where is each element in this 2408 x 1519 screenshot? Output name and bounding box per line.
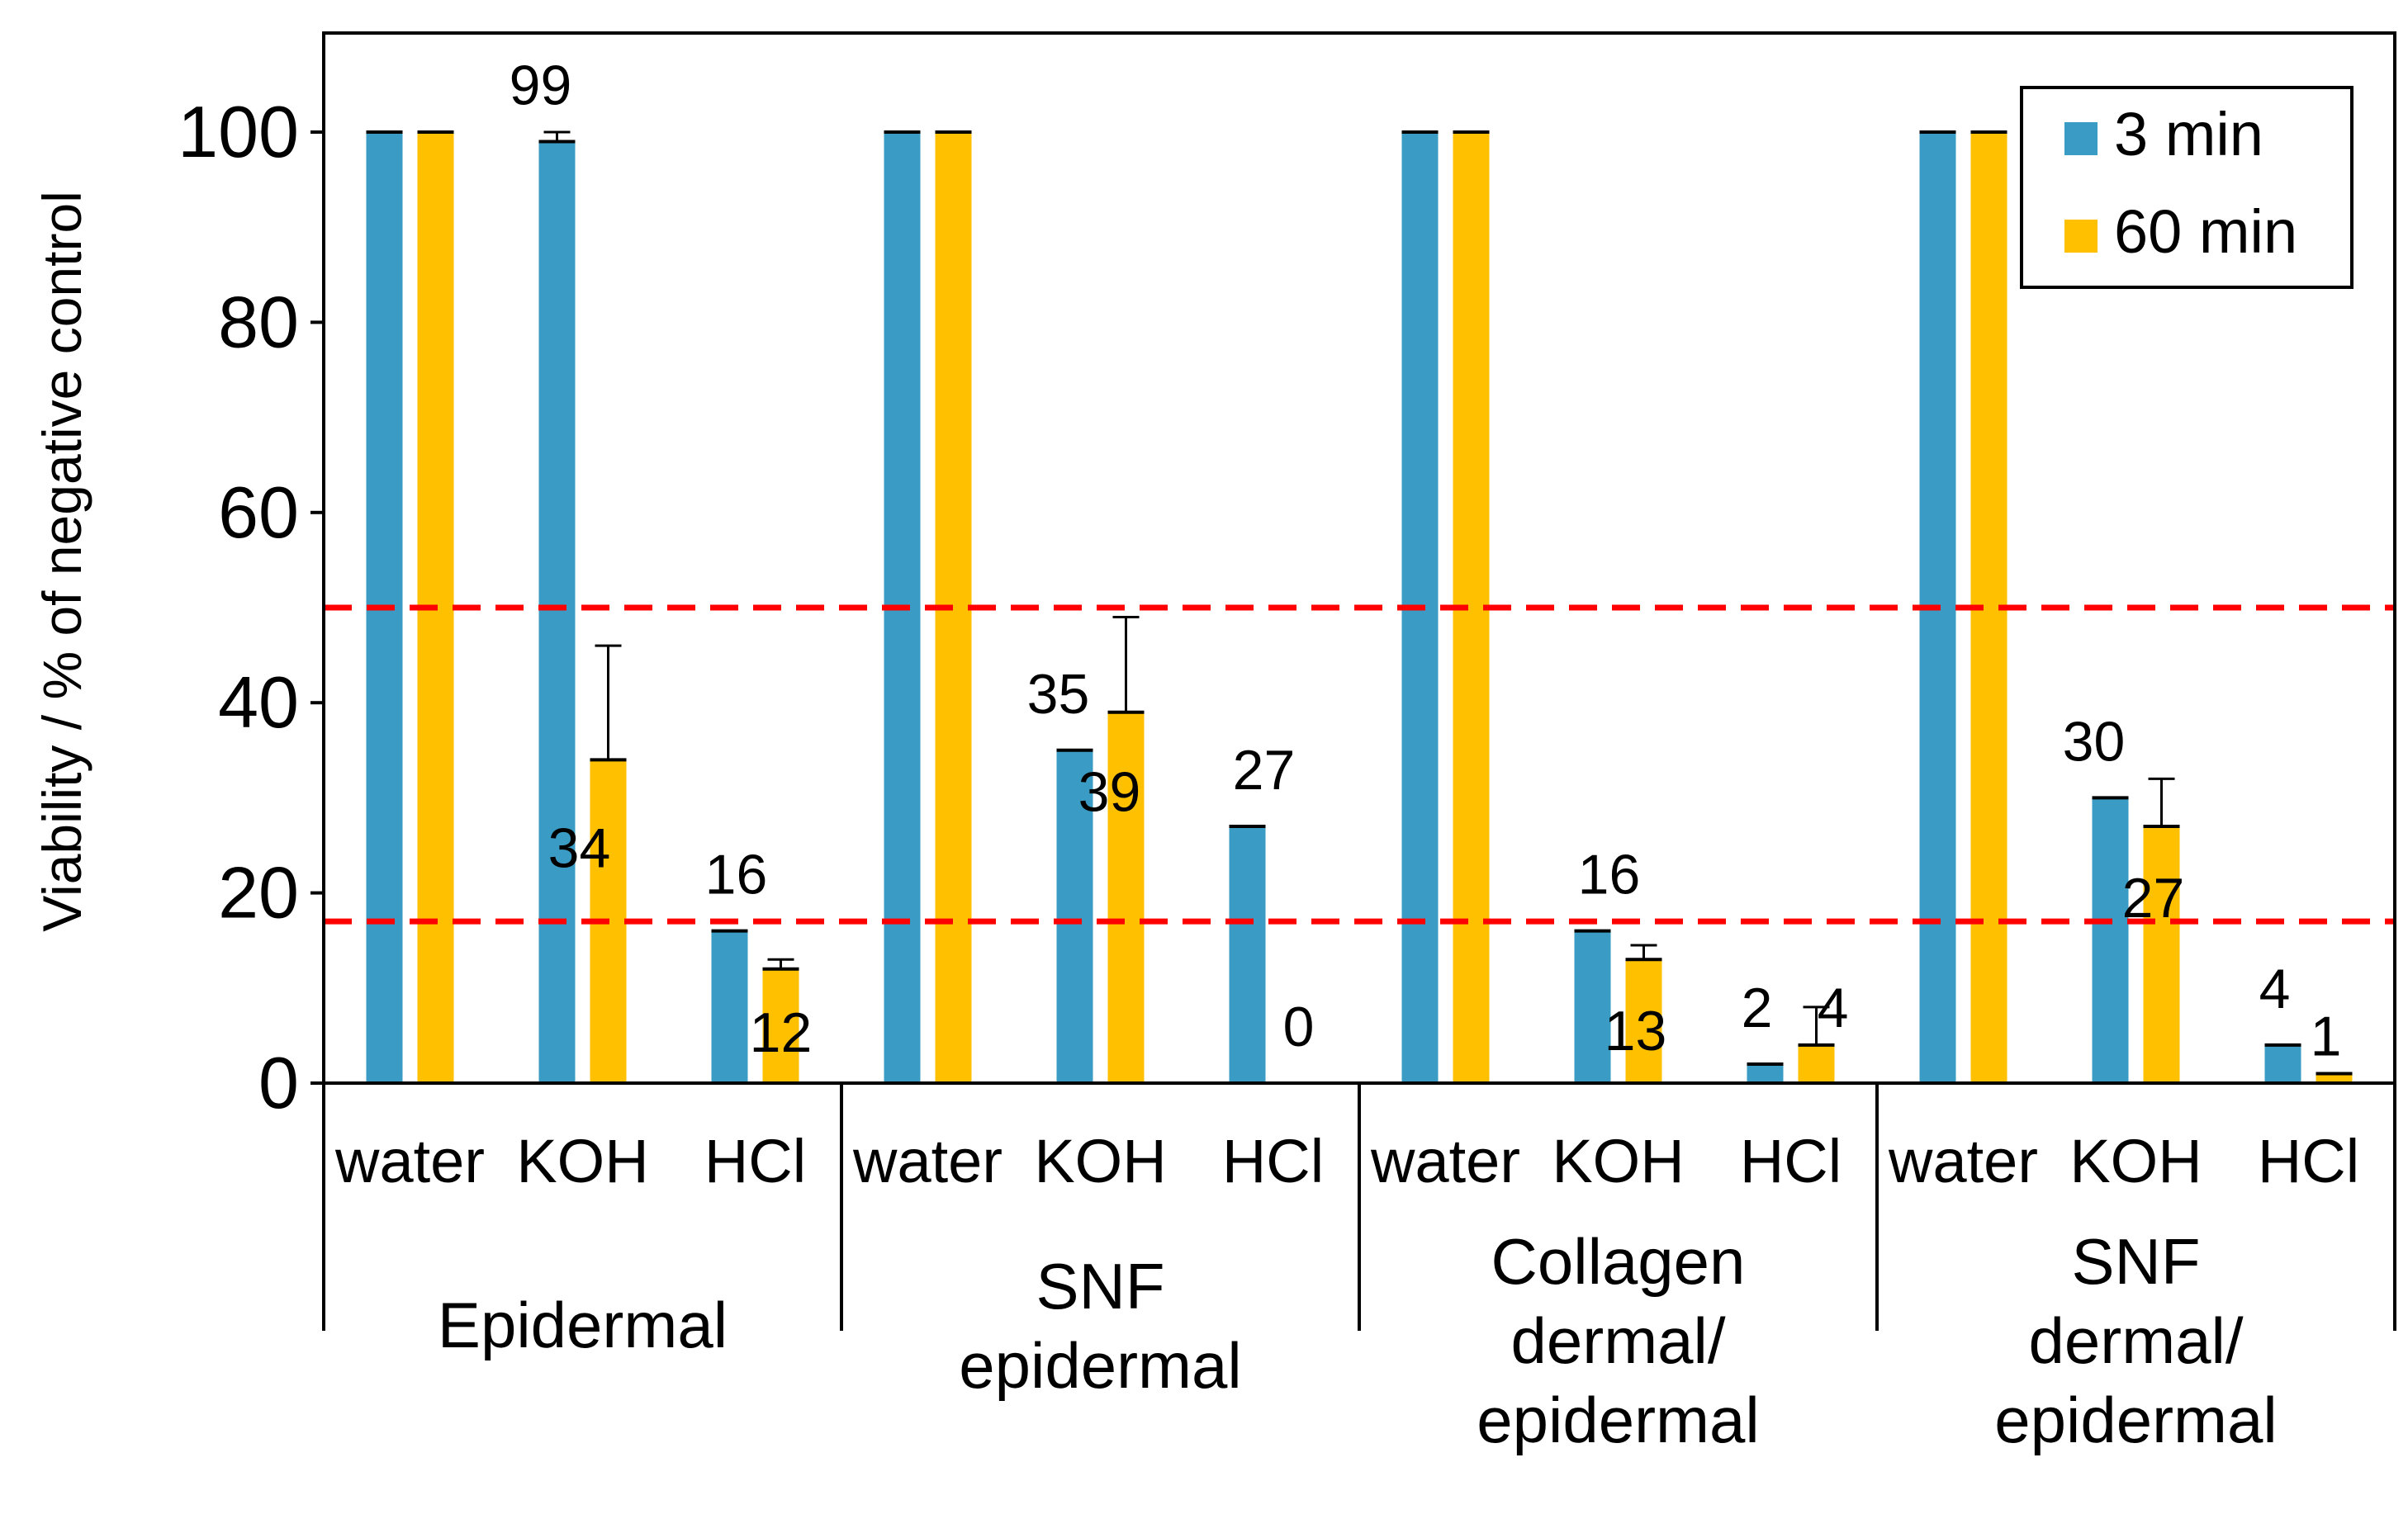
bar-3min: [1229, 826, 1266, 1083]
data-label: 0: [1283, 996, 1315, 1058]
category-label: KOH: [516, 1127, 648, 1195]
category-label: water: [1888, 1127, 2038, 1195]
y-tick-label: 80: [218, 281, 299, 362]
category-label: HCl: [704, 1127, 806, 1195]
group-label: Epidermal: [438, 1289, 728, 1361]
bar-60min: [1798, 1044, 1835, 1083]
y-tick-label: 60: [218, 471, 299, 553]
y-tick-label: 40: [218, 661, 299, 743]
category-label: HCl: [1740, 1127, 1842, 1195]
bar-3min: [1747, 1063, 1784, 1083]
bar-3min: [711, 930, 748, 1083]
y-tick-label: 100: [178, 91, 299, 173]
data-label: 27: [1233, 739, 1296, 802]
data-label: 1: [2311, 1005, 2342, 1067]
bar-3min: [538, 141, 576, 1083]
data-label: 34: [548, 816, 611, 879]
data-label: 16: [1578, 844, 1641, 906]
category-label: HCl: [1222, 1127, 1324, 1195]
bar-60min: [1107, 712, 1145, 1083]
data-label: 30: [2063, 710, 2126, 773]
category-label: water: [334, 1127, 485, 1195]
data-label: 99: [510, 54, 572, 117]
data-label: 4: [1818, 977, 1849, 1039]
data-label: 27: [2122, 867, 2185, 930]
group-label: SNF epidermal: [959, 1250, 1242, 1402]
legend: 3 min 60 min: [2020, 86, 2353, 289]
bar-3min: [2092, 797, 2129, 1083]
data-label: 39: [1078, 761, 1141, 824]
category-label: KOH: [1552, 1127, 1684, 1195]
bar-60min: [2316, 1073, 2353, 1083]
legend-label: 3 min: [2114, 100, 2263, 168]
y-axis-label: Viability / % of negative control: [31, 191, 92, 932]
category-label: water: [1370, 1127, 1520, 1195]
category-label: KOH: [2069, 1127, 2202, 1195]
y-tick-label: 0: [258, 1042, 299, 1124]
category-label: KOH: [1034, 1127, 1166, 1195]
category-label: water: [852, 1127, 1003, 1195]
legend-swatch-3min: [2064, 122, 2098, 155]
data-label: 16: [705, 844, 768, 906]
data-label: 12: [750, 1001, 813, 1064]
bar-60min: [762, 968, 799, 1083]
group-label: SNF dermal/epidermal: [1994, 1225, 2278, 1456]
threshold-layer: [324, 604, 2395, 925]
data-label: 35: [1027, 663, 1090, 726]
legend-label: 60 min: [2114, 197, 2297, 266]
bar-3min: [2264, 1044, 2301, 1083]
bar-3min: [1056, 750, 1093, 1083]
bar-60min: [2143, 826, 2180, 1083]
data-label: 13: [1605, 1000, 1667, 1062]
y-tick-label: 20: [218, 852, 299, 934]
data-label: 2: [1742, 977, 1773, 1039]
bar-3min: [1574, 930, 1611, 1083]
legend-swatch-60min: [2064, 220, 2098, 253]
data-label: 4: [2259, 958, 2291, 1020]
bar-60min: [1625, 959, 1662, 1083]
group-label: Collagen dermal/epidermal: [1477, 1225, 1760, 1456]
legend-box: [2020, 86, 2353, 289]
category-label: HCl: [2258, 1127, 2359, 1195]
